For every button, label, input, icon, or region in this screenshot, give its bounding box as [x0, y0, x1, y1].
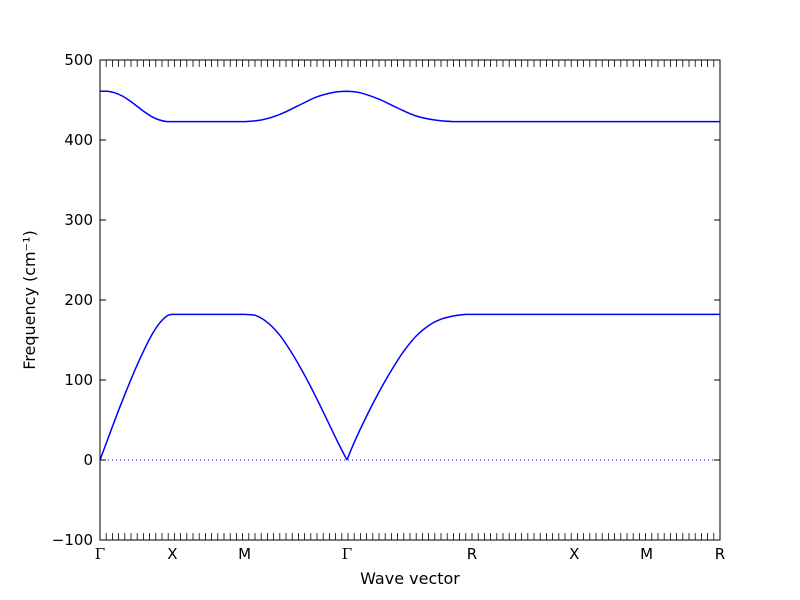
band-line-2-segment-1: [100, 90, 720, 123]
band-curves: [99, 90, 720, 461]
tick-labels: −100 0 100 200 300 400 500 Γ X M Γ R X M R: [52, 51, 725, 563]
plot-background: [100, 60, 720, 540]
y-tick-label: 300: [64, 211, 93, 229]
k-point-label: X: [167, 545, 177, 563]
y-tick-label: 500: [64, 51, 93, 69]
y-tick-label: 200: [64, 291, 93, 309]
y-tick-label: 0: [83, 451, 93, 469]
k-point-label: M: [238, 545, 251, 563]
k-point-label: Γ: [95, 545, 105, 563]
band-line-1-segment-2: [346, 313, 720, 461]
k-point-label: X: [569, 545, 579, 563]
y-tick-label: −100: [52, 531, 93, 549]
y-axis-title: Frequency (cm⁻¹): [20, 230, 39, 369]
k-point-label: M: [640, 545, 653, 563]
k-point-label: R: [715, 545, 725, 563]
k-point-label: R: [467, 545, 477, 563]
k-point-label: Γ: [342, 545, 352, 563]
x-axis-title: Wave vector: [360, 569, 460, 588]
y-tick-label: 100: [64, 371, 93, 389]
axis-ticks: [99, 59, 721, 541]
band-line-1-segment-1: [99, 313, 348, 461]
y-tick-label: 400: [64, 131, 93, 149]
plot-area: [100, 60, 720, 540]
